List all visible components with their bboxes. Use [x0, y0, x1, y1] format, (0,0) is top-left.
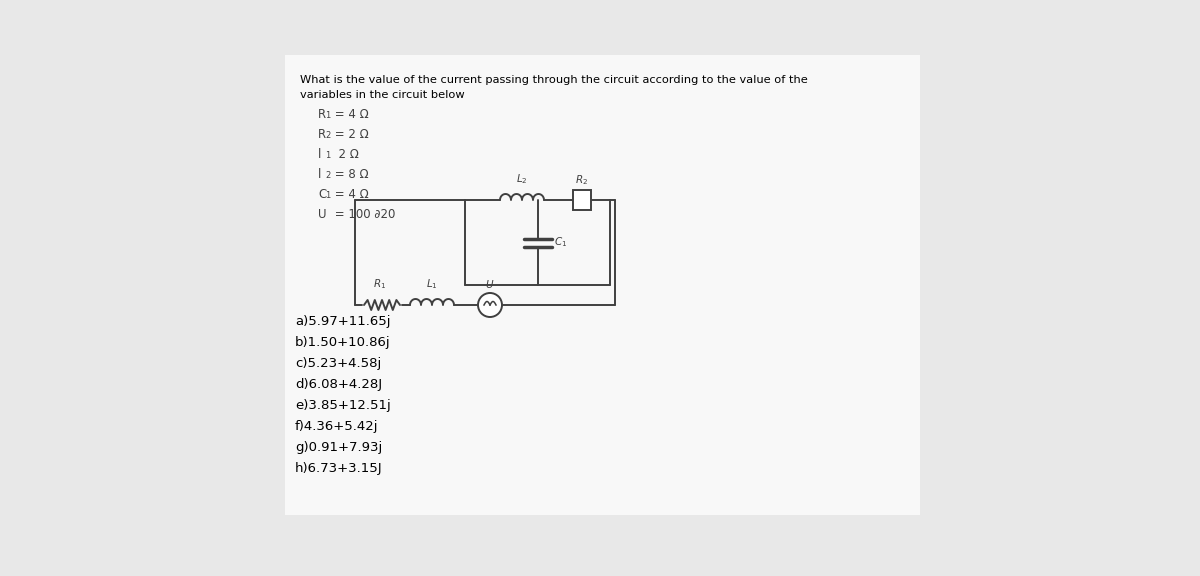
Text: l: l: [318, 168, 322, 181]
Text: l: l: [318, 148, 322, 161]
Bar: [574, 190, 592, 210]
Text: a)5.97+11.65j: a)5.97+11.65j: [295, 315, 390, 328]
Text: 1: 1: [325, 191, 330, 200]
Text: = 4 Ω: = 4 Ω: [331, 188, 368, 201]
Text: = 8 Ω: = 8 Ω: [331, 168, 368, 181]
Circle shape: [478, 293, 502, 317]
Text: 2: 2: [325, 131, 330, 140]
Text: variables in the circuit below: variables in the circuit below: [300, 90, 464, 100]
Text: 2: 2: [325, 171, 330, 180]
Text: h)6.73+3.15J: h)6.73+3.15J: [295, 462, 383, 475]
Text: R: R: [318, 108, 326, 121]
Text: $L_1$: $L_1$: [426, 277, 438, 291]
Text: $L_2$: $L_2$: [516, 172, 528, 186]
Text: $R_1$: $R_1$: [373, 277, 386, 291]
Text: U: U: [318, 208, 326, 221]
Text: What is the value of the current passing through the circuit according to the va: What is the value of the current passing…: [300, 75, 808, 85]
Text: R: R: [318, 128, 326, 141]
Text: $U$: $U$: [485, 278, 494, 290]
Text: c)5.23+4.58j: c)5.23+4.58j: [295, 357, 382, 370]
Text: e)3.85+12.51j: e)3.85+12.51j: [295, 399, 391, 412]
Text: C: C: [318, 188, 326, 201]
Text: = 2 Ω: = 2 Ω: [331, 128, 368, 141]
FancyBboxPatch shape: [286, 55, 920, 515]
Text: f)4.36+5.42j: f)4.36+5.42j: [295, 420, 378, 433]
Text: g)0.91+7.93j: g)0.91+7.93j: [295, 441, 383, 454]
Text: 1: 1: [325, 151, 330, 160]
Text: 1: 1: [325, 111, 330, 120]
Text: b)1.50+10.86j: b)1.50+10.86j: [295, 336, 391, 349]
Text: d)6.08+4.28J: d)6.08+4.28J: [295, 378, 382, 391]
Text: = 4 Ω: = 4 Ω: [331, 108, 368, 121]
Text: = 100 ∂20: = 100 ∂20: [331, 208, 395, 221]
Text: $R_2$: $R_2$: [576, 173, 588, 187]
Text: 2 Ω: 2 Ω: [331, 148, 359, 161]
Text: $C_1$: $C_1$: [553, 236, 566, 249]
